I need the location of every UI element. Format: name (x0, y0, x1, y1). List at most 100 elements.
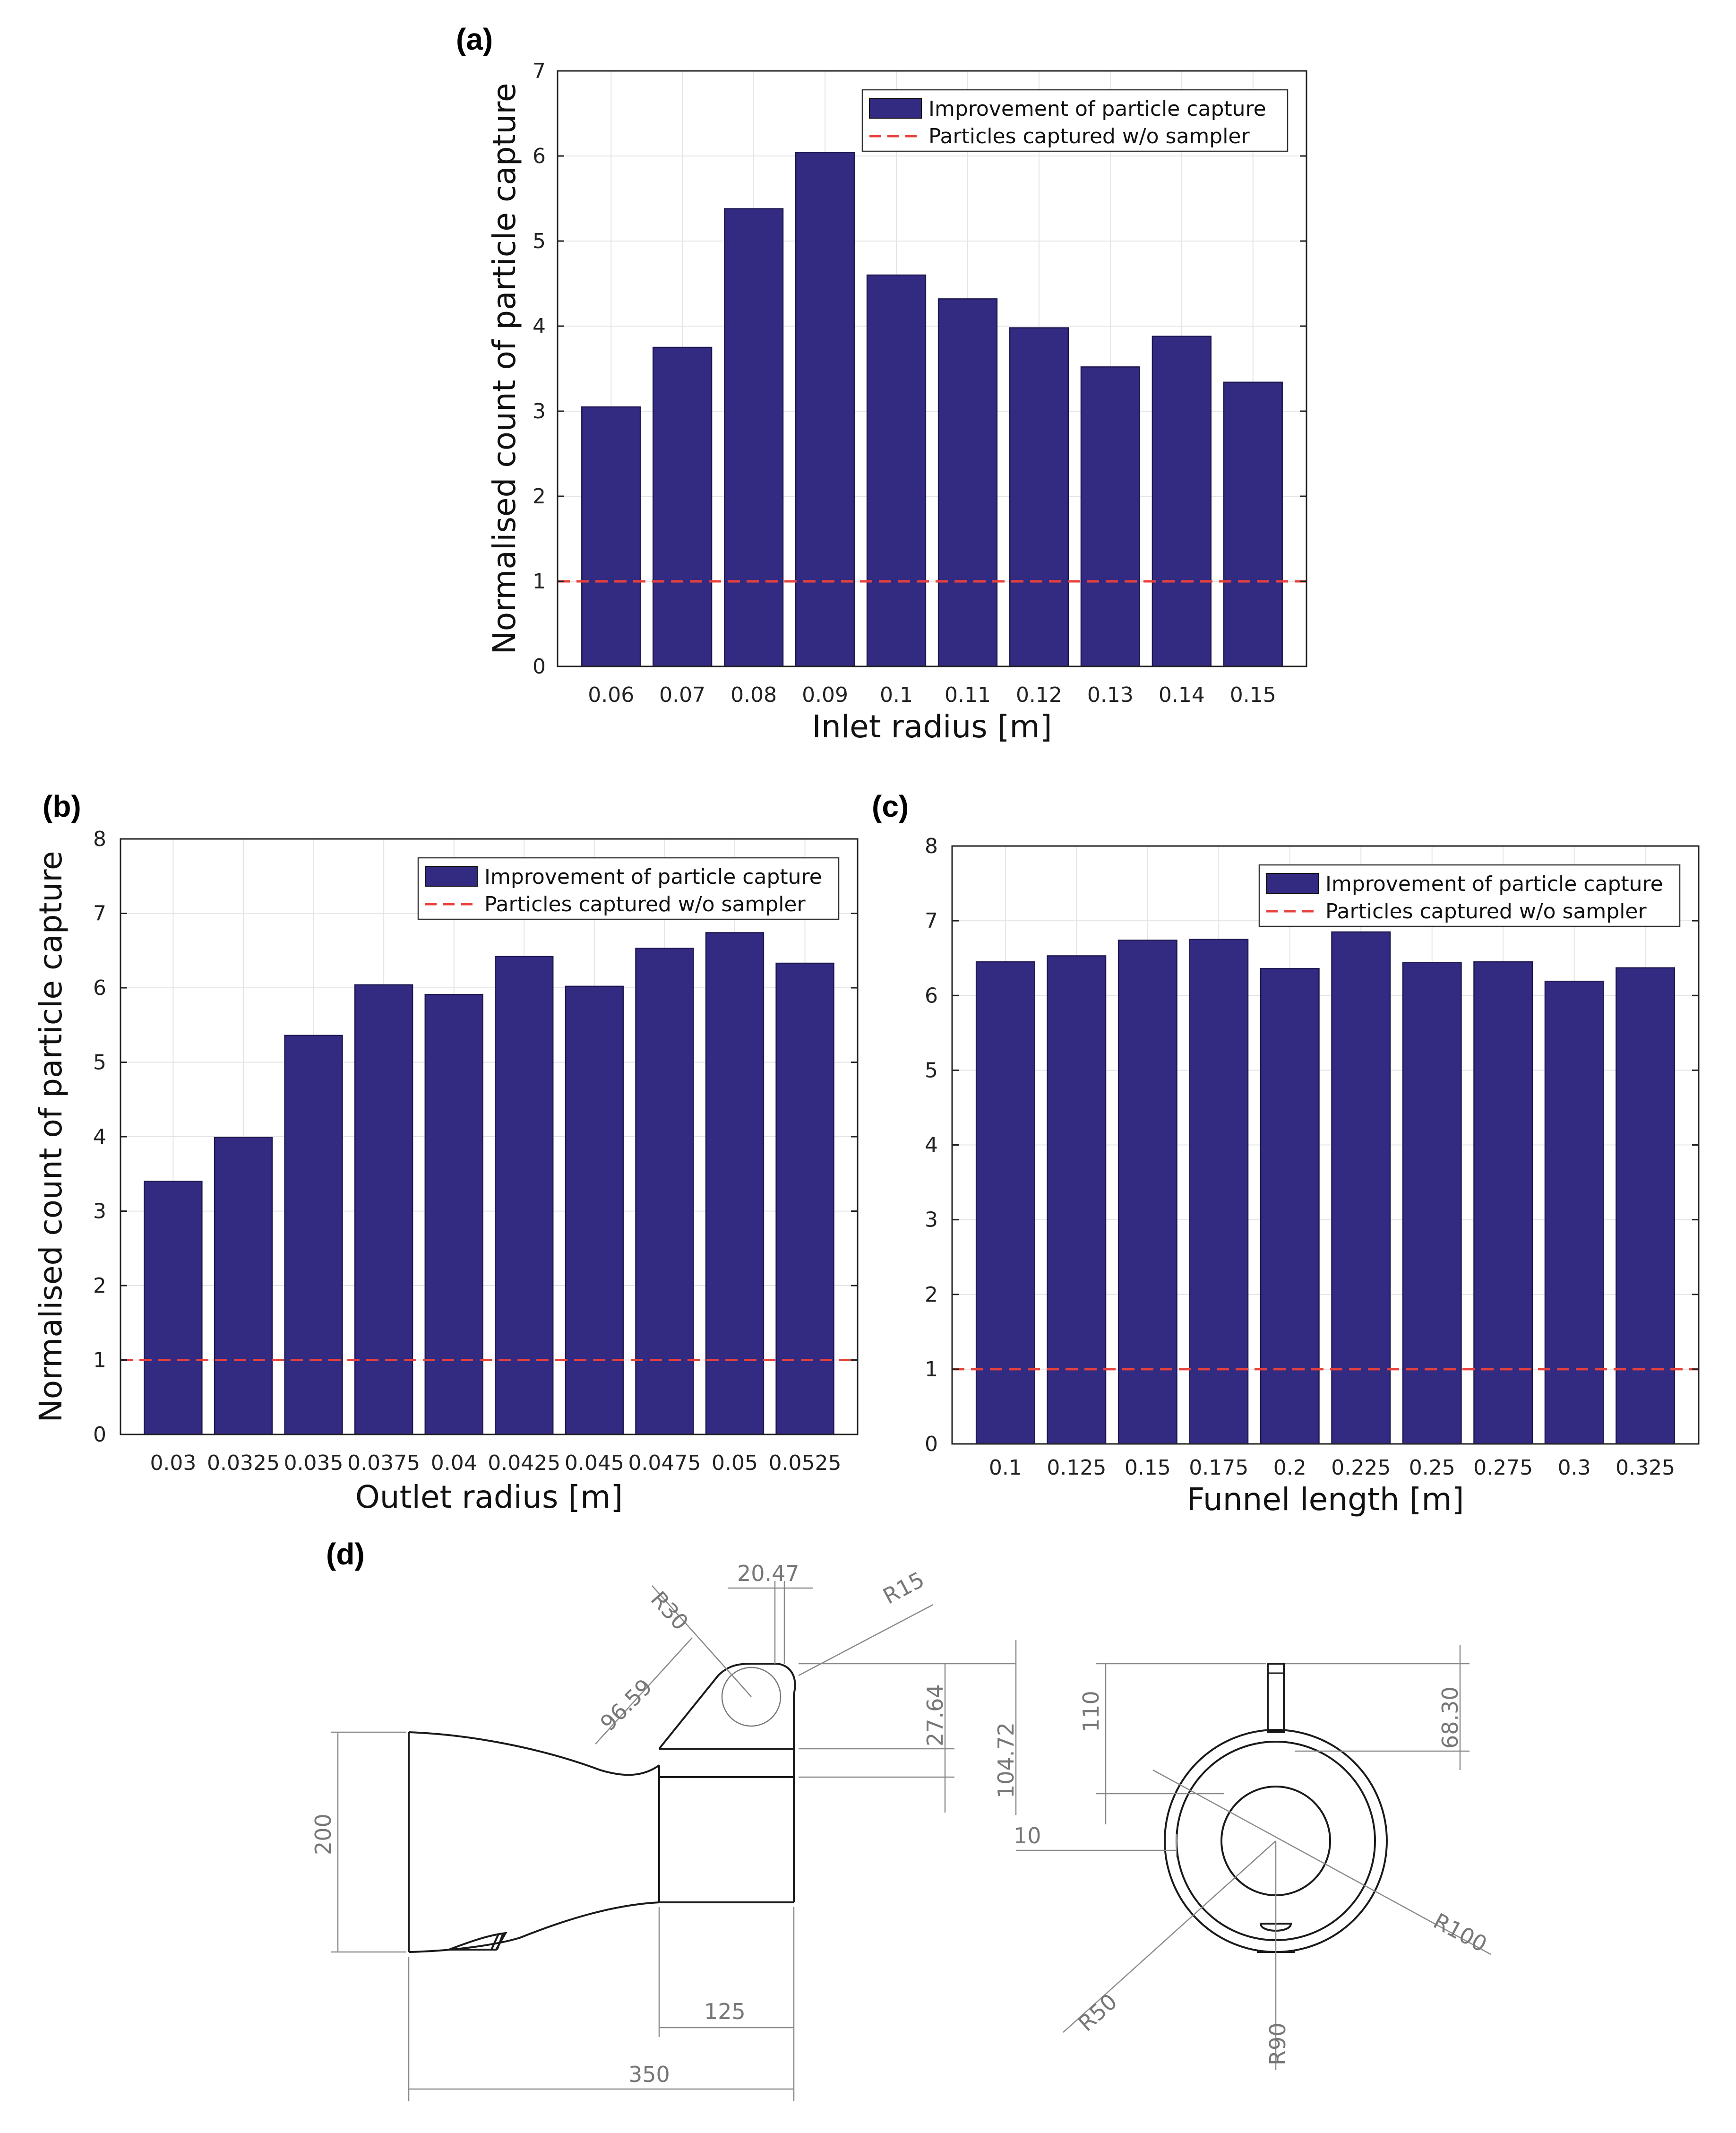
y-tick-label: 2 (925, 1283, 938, 1307)
bar (1189, 939, 1249, 1445)
legend-swatch-bar (869, 98, 922, 119)
bar (1009, 327, 1069, 667)
technical-drawing: (d) 200 350 (310, 1537, 1491, 2101)
x-tick-label: 0.275 (1473, 1456, 1533, 1480)
legend-swatch-bar (425, 866, 478, 887)
dim-104-72: 104.72 (993, 1722, 1019, 1798)
bar (1616, 967, 1676, 1445)
x-tick-label: 0.0375 (347, 1451, 420, 1475)
bar (1544, 980, 1604, 1445)
chart-a: (a) 0 1 2 3 4 5 6 7 0.06 0.07 0.08 0.09 0.1 0.11 0.12 0.… (456, 22, 1307, 745)
y-tick-label: 7 (93, 902, 106, 926)
x-tick-label: 0.06 (588, 683, 634, 707)
y-tick-label: 8 (93, 827, 106, 851)
y-tick-label: 6 (533, 144, 546, 168)
bar (775, 962, 834, 1435)
y-tick-label: 8 (925, 834, 938, 858)
x-tick-label: 0.1 (880, 683, 913, 707)
legend-swatch-bar (1266, 873, 1319, 894)
bar (1260, 968, 1320, 1445)
x-tick-label: 0.14 (1159, 683, 1205, 707)
bar (1152, 336, 1212, 667)
dim-R30: R30 (646, 1586, 694, 1635)
panel-label: (a) (456, 22, 493, 56)
x-tick-label: 0.2 (1273, 1456, 1306, 1480)
y-tick-label: 3 (533, 399, 546, 423)
y-tick-label: 0 (93, 1423, 106, 1447)
dim-350: 350 (628, 2062, 670, 2087)
x-tick-label: 0.25 (1409, 1456, 1455, 1480)
dim-R15: R15 (879, 1567, 928, 1609)
dim-68-30: 68.30 (1437, 1686, 1463, 1749)
dim-20-47: 20.47 (737, 1561, 799, 1586)
y-tick-label: 6 (93, 976, 106, 1000)
bar (1223, 381, 1283, 667)
y-tick-label: 5 (533, 229, 546, 253)
x-tick-label: 0.11 (945, 683, 991, 707)
bar (1047, 955, 1107, 1445)
y-tick-label: 4 (533, 314, 546, 338)
bar (723, 208, 784, 667)
x-tick-label: 0.035 (284, 1451, 344, 1475)
dim-27-64: 27.64 (922, 1684, 948, 1746)
axes-box (557, 70, 1307, 667)
y-tick-label: 6 (925, 984, 938, 1008)
bar (565, 985, 624, 1435)
chart-c: (c) 0 1 2 3 4 5 6 7 8 0.1 0.125 0.15 0.175 0.2 0.225 0.2… (872, 789, 1700, 1518)
dim-R50: R50 (1073, 1988, 1122, 2036)
legend-label-reference: Particles captured w/o sampler (1325, 899, 1647, 924)
x-axis-title: Outlet radius [m] (355, 1479, 623, 1515)
y-tick-label: 1 (925, 1357, 938, 1382)
y-axis-title: Normalised count of particle capture (33, 851, 69, 1422)
legend-box (417, 857, 840, 920)
x-tick-label: 0.125 (1047, 1456, 1106, 1480)
x-tick-label: 0.0325 (207, 1451, 280, 1475)
bar (284, 1035, 343, 1435)
x-tick-label: 0.12 (1016, 683, 1062, 707)
y-tick-label: 0 (533, 655, 546, 679)
dim-96-59: 96.59 (595, 1674, 657, 1736)
x-tick-label: 0.08 (730, 683, 777, 707)
y-tick-label: 0 (925, 1432, 938, 1456)
y-tick-label: 1 (533, 570, 546, 594)
dim-125: 125 (704, 1999, 746, 2024)
bar (653, 346, 713, 667)
bar (705, 932, 765, 1435)
x-tick-label: 0.0475 (628, 1451, 701, 1475)
dim-200: 200 (310, 1813, 336, 1855)
x-tick-label: 0.09 (802, 683, 848, 707)
dim-R100: R100 (1429, 1908, 1491, 1957)
x-tick-label: 0.3 (1558, 1456, 1591, 1480)
bar (424, 993, 483, 1435)
side-dimensions: 200 350 125 20.47 R30 R15 96.59 27.64 (310, 1561, 1019, 2101)
panel-label: (b) (43, 789, 81, 823)
legend-label-reference: Particles captured w/o sampler (484, 892, 806, 916)
side-view (408, 1663, 796, 1953)
y-tick-label: 7 (533, 59, 546, 83)
x-tick-label: 0.1 (989, 1456, 1022, 1480)
bar (866, 274, 927, 667)
front-dimensions: 110 68.30 10 R100 R50 R90 (1014, 1645, 1491, 2070)
legend-label-bar: Improvement of particle capture (484, 865, 822, 889)
y-tick-label: 5 (93, 1051, 106, 1075)
y-tick-label: 4 (925, 1133, 938, 1157)
bar (214, 1137, 273, 1435)
x-tick-label: 0.07 (659, 683, 705, 707)
x-tick-label: 0.325 (1616, 1456, 1675, 1480)
x-tick-label: 0.13 (1087, 683, 1134, 707)
y-tick-label: 3 (925, 1208, 938, 1232)
x-tick-label: 0.045 (565, 1451, 624, 1475)
y-axis-title: Normalised count of particle capture (486, 83, 523, 654)
bar (975, 961, 1035, 1445)
bar (581, 406, 641, 667)
legend-label-bar: Improvement of particle capture (928, 97, 1266, 121)
legend-box (1258, 864, 1681, 927)
bar (795, 152, 855, 667)
x-axis-title: Funnel length [m] (1187, 1481, 1464, 1518)
chart-b: (b) 0 1 2 3 4 5 6 7 8 0.03 0.0325 0.035 0.0375 0.04 0.0… (33, 789, 859, 1515)
x-tick-label: 0.225 (1331, 1456, 1391, 1480)
legend-label-reference: Particles captured w/o sampler (928, 124, 1250, 148)
y-tick-label: 7 (925, 909, 938, 933)
legend-label-bar: Improvement of particle capture (1325, 872, 1663, 896)
bar (144, 1181, 203, 1435)
